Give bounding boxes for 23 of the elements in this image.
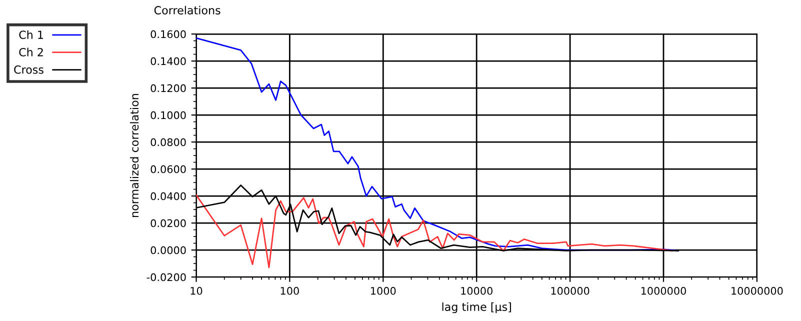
chart-title: Correlations bbox=[154, 6, 220, 14]
y-tick-label: 0.1400 bbox=[150, 57, 186, 66]
y-tick-label: 0.0800 bbox=[150, 138, 186, 146]
y-tick-label: -0.0200 bbox=[146, 273, 186, 282]
y-tick-label: 0.0200 bbox=[150, 219, 186, 228]
x-tick-label: 10000000 bbox=[732, 286, 783, 295]
x-tick-label: 10 bbox=[190, 286, 202, 295]
x-tick-label: 100000 bbox=[551, 286, 590, 295]
y-tick-label: 0.1000 bbox=[150, 111, 186, 120]
y-tick-label: 0.0000 bbox=[150, 246, 186, 254]
legend-label: Ch 2 bbox=[19, 48, 43, 56]
y-tick-label: 0.0600 bbox=[150, 165, 186, 174]
x-tick-label: 1000 bbox=[371, 286, 396, 295]
x-axis-title: lag time [µs] bbox=[442, 302, 511, 314]
legend-label: Ch 1 bbox=[19, 30, 43, 39]
y-tick-label: 0.1600 bbox=[150, 30, 186, 38]
legend-label: Cross bbox=[14, 65, 44, 74]
y-tick-label: 0.0400 bbox=[150, 192, 186, 200]
x-tick-label: 1000000 bbox=[641, 286, 686, 295]
x-tick-label: 10000 bbox=[461, 286, 492, 295]
y-tick-label: 0.1200 bbox=[150, 84, 186, 92]
y-axis-title: normalized correlation bbox=[130, 94, 139, 217]
x-tick-label: 100 bbox=[280, 286, 299, 295]
